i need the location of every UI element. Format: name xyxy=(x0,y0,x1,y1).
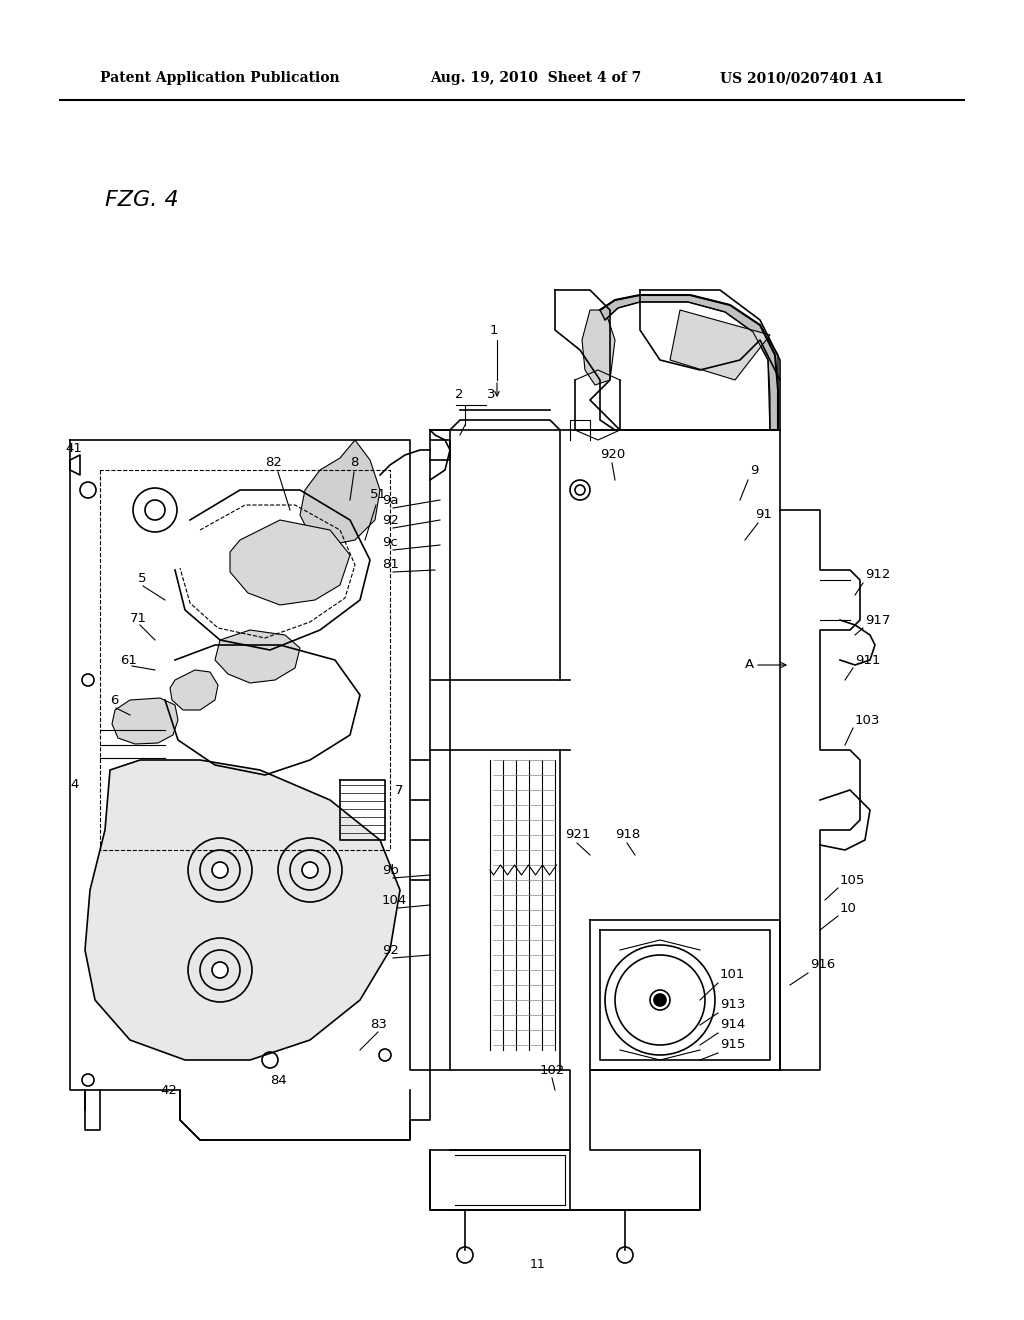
Polygon shape xyxy=(112,698,178,744)
Text: 71: 71 xyxy=(130,611,147,624)
Polygon shape xyxy=(670,310,770,380)
Text: 102: 102 xyxy=(540,1064,565,1077)
Text: 911: 911 xyxy=(855,653,881,667)
Circle shape xyxy=(212,862,228,878)
Polygon shape xyxy=(230,520,350,605)
Circle shape xyxy=(302,862,318,878)
Text: 9b: 9b xyxy=(382,863,399,876)
Text: 92: 92 xyxy=(382,513,399,527)
Text: 10: 10 xyxy=(840,902,857,915)
Text: 41: 41 xyxy=(65,441,82,454)
Text: 9a: 9a xyxy=(382,494,398,507)
Text: 1: 1 xyxy=(490,323,499,337)
Text: US 2010/0207401 A1: US 2010/0207401 A1 xyxy=(720,71,884,84)
Text: 6: 6 xyxy=(110,693,119,706)
Text: 4: 4 xyxy=(70,779,79,792)
Text: 61: 61 xyxy=(120,653,137,667)
Text: 101: 101 xyxy=(720,969,745,982)
Text: 105: 105 xyxy=(840,874,865,887)
Text: 2: 2 xyxy=(455,388,464,401)
Text: 91: 91 xyxy=(755,508,772,521)
Polygon shape xyxy=(300,440,380,545)
Circle shape xyxy=(654,994,666,1006)
Polygon shape xyxy=(600,294,778,430)
Text: Aug. 19, 2010  Sheet 4 of 7: Aug. 19, 2010 Sheet 4 of 7 xyxy=(430,71,641,84)
Text: 82: 82 xyxy=(265,455,282,469)
Circle shape xyxy=(212,962,228,978)
Text: 918: 918 xyxy=(615,829,640,842)
Text: 916: 916 xyxy=(810,958,836,972)
Circle shape xyxy=(145,500,165,520)
Text: 51: 51 xyxy=(370,488,387,502)
Text: 104: 104 xyxy=(382,894,408,907)
Text: 912: 912 xyxy=(865,569,891,582)
Text: 920: 920 xyxy=(600,449,626,462)
Text: Patent Application Publication: Patent Application Publication xyxy=(100,71,340,84)
Text: A: A xyxy=(745,659,754,672)
Polygon shape xyxy=(85,760,400,1060)
Text: 81: 81 xyxy=(382,558,399,572)
Text: 914: 914 xyxy=(720,1019,745,1031)
Polygon shape xyxy=(215,630,300,682)
Text: 3: 3 xyxy=(487,388,496,401)
Text: 92: 92 xyxy=(382,944,399,957)
Polygon shape xyxy=(582,310,615,385)
Text: 42: 42 xyxy=(160,1084,177,1097)
Text: FZG. 4: FZG. 4 xyxy=(105,190,178,210)
Text: 5: 5 xyxy=(138,572,146,585)
Text: 915: 915 xyxy=(720,1039,745,1052)
Text: 7: 7 xyxy=(395,784,403,796)
Text: 8: 8 xyxy=(350,455,358,469)
Text: 84: 84 xyxy=(270,1073,287,1086)
Text: 103: 103 xyxy=(855,714,881,726)
Text: 83: 83 xyxy=(370,1019,387,1031)
Text: 921: 921 xyxy=(565,829,591,842)
Text: 917: 917 xyxy=(865,614,891,627)
Text: 913: 913 xyxy=(720,998,745,1011)
Text: 9c: 9c xyxy=(382,536,397,549)
Polygon shape xyxy=(170,671,218,710)
Text: 9: 9 xyxy=(750,463,759,477)
Circle shape xyxy=(650,990,670,1010)
Text: 11: 11 xyxy=(530,1258,546,1271)
